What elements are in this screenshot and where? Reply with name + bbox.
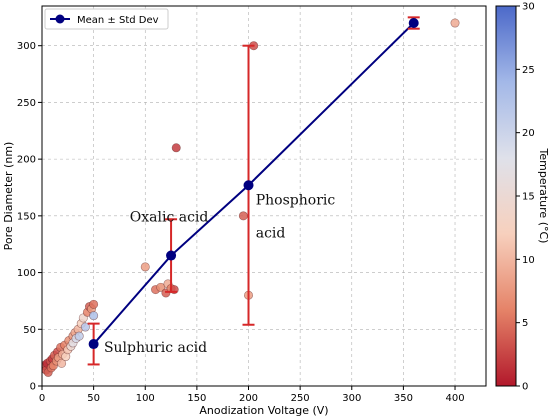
colorbar-tick-label: 15 <box>522 192 535 203</box>
x-tick-label: 300 <box>342 393 361 404</box>
y-tick-label: 100 <box>17 268 36 279</box>
scatter-points <box>42 18 460 377</box>
scatter-point <box>171 143 181 153</box>
x-tick-label: 350 <box>394 393 413 404</box>
legend: Mean ± Std Dev <box>44 8 169 30</box>
legend-marker <box>55 14 65 24</box>
y-tick-label: 50 <box>23 325 36 336</box>
colorbar-tick-label: 25 <box>522 65 535 76</box>
y-axis-label: Pore Diameter (nm) <box>2 142 15 251</box>
x-tick-label: 50 <box>87 393 100 404</box>
colorbar-tick-label: 30 <box>522 2 535 13</box>
scatter-point <box>238 211 248 221</box>
mean-marker <box>243 180 254 191</box>
annotation-label: Sulphuric acid <box>104 340 207 356</box>
x-tick-label: 250 <box>291 393 310 404</box>
y-tick-label: 200 <box>17 155 36 166</box>
x-tick-label: 150 <box>187 393 206 404</box>
scatter-point <box>89 311 99 321</box>
y-tick-label: 300 <box>17 41 36 52</box>
annotation-label: acid <box>256 225 286 241</box>
scatter-point <box>450 18 460 28</box>
colorbar: 0 5 10 15 20 25 30 Temperature (°C) <box>495 2 550 393</box>
mean-marker <box>408 18 419 29</box>
y-tick-label: 150 <box>17 211 36 222</box>
x-tick-label: 100 <box>136 393 155 404</box>
x-tick-label: 400 <box>445 393 464 404</box>
y-tick-label: 250 <box>17 98 36 109</box>
scatter-point <box>74 331 84 341</box>
colorbar-gradient <box>495 5 517 387</box>
x-tick-label: 0 <box>39 393 45 404</box>
colorbar-tick-label: 5 <box>522 318 528 329</box>
mean-series <box>87 16 420 366</box>
colorbar-label: Temperature (°C) <box>537 148 550 244</box>
x-tick-label: 200 <box>239 393 258 404</box>
y-tick-label: 0 <box>30 382 36 393</box>
annotations: Sulphuric acid Oxalic acid Phosphoric acid <box>104 193 335 356</box>
y-axis: 0 50 100 150 200 250 300 Pore Diameter (nm) <box>2 41 42 393</box>
x-axis: 0 50 100 150 200 250 300 350 400 Anodization Volt… <box>39 386 465 417</box>
x-axis-label: Anodization Voltage (V) <box>199 404 328 417</box>
scatter-point <box>89 299 99 309</box>
grid <box>41 6 486 387</box>
annotation-label: Oxalic acid <box>130 210 209 226</box>
annotation-label: Phosphoric <box>256 193 336 209</box>
colorbar-tick-label: 20 <box>522 128 535 139</box>
mean-line <box>92 22 415 345</box>
scatter-point <box>140 262 150 272</box>
colorbar-tick-label: 10 <box>522 255 535 266</box>
scatter-point <box>80 322 90 332</box>
legend-label: Mean ± Std Dev <box>77 15 159 26</box>
colorbar-tick-label: 0 <box>522 382 528 393</box>
scatter-point <box>57 358 67 368</box>
scatter-point <box>156 282 166 292</box>
legend-box <box>44 8 169 30</box>
plot-frame <box>41 5 487 387</box>
mean-marker <box>88 339 99 350</box>
mean-marker <box>166 250 177 261</box>
